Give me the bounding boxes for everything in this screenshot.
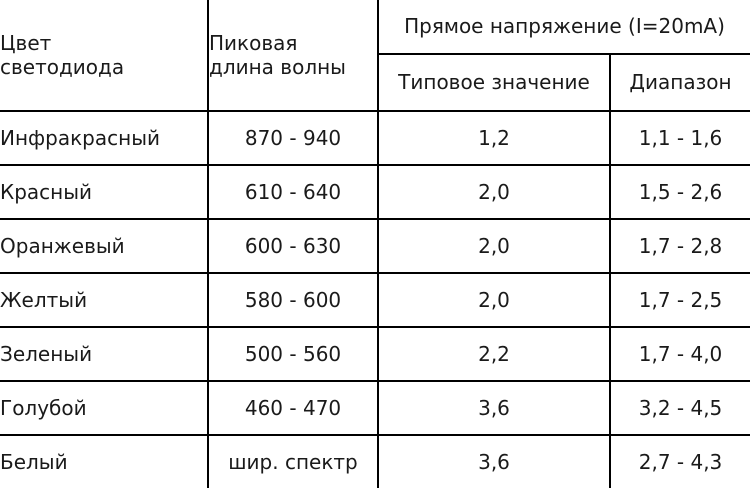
header-color-line1: Цвет [0,31,52,55]
table-row: Желтый 580 - 600 2,0 1,7 - 2,5 [0,272,750,328]
cell-typical: 2,0 [377,218,611,274]
cell-color: Оранжевый [0,218,209,274]
cell-wavelength: 580 - 600 [207,272,379,328]
cell-typical: 3,6 [377,434,611,488]
cell-range: 3,2 - 4,5 [608,380,750,436]
cell-typical: 1,2 [377,110,611,166]
header-row-sub: Типовое значение Диапазон [0,52,750,113]
table-row: Белый шир. спектр 3,6 2,7 - 4,3 [0,434,750,488]
cell-range: 1,5 - 2,6 [608,164,750,220]
cell-wavelength: 610 - 640 [207,164,379,220]
cell-range: 1,1 - 1,6 [608,110,750,166]
cell-typical: 2,0 [377,164,611,220]
header-wave-line2: длина волны [209,55,346,79]
table-row: Оранжевый 600 - 630 2,0 1,7 - 2,8 [0,218,750,274]
header-typical: Типовое значение [378,52,611,113]
table-row: Зеленый 500 - 560 2,2 1,7 - 4,0 [0,326,750,382]
cell-color: Голубой [0,380,209,436]
cell-wavelength: 870 - 940 [207,110,379,166]
header-color-line2: светодиода [0,55,125,79]
table-row: Красный 610 - 640 2,0 1,5 - 2,6 [0,164,750,220]
cell-color: Желтый [0,272,209,328]
cell-typical: 3,6 [377,380,611,436]
cell-typical: 2,2 [377,326,611,382]
cell-range: 1,7 - 2,5 [608,272,750,328]
cell-wavelength: 500 - 560 [207,326,379,382]
cell-color: Белый [0,434,209,488]
cell-range: 1,7 - 2,8 [608,218,750,274]
header-color: Цвет светодиода [0,0,209,112]
cell-typical: 2,0 [377,272,611,328]
table-row: Голубой 460 - 470 3,6 3,2 - 4,5 [0,380,750,436]
header-wavelength: Пиковая длина волны [207,0,379,112]
cell-color: Красный [0,164,209,220]
cell-color: Зеленый [0,326,209,382]
cell-wavelength: 600 - 630 [207,218,379,274]
cell-color: Инфракрасный [0,110,209,166]
header-row-top: Цвет светодиода Пиковая длина волны Прям… [0,0,750,112]
header-forward-voltage: Прямое напряжение (I=20mA) [376,0,750,55]
cell-range: 2,7 - 4,3 [608,434,750,488]
cell-range: 1,7 - 4,0 [608,326,750,382]
table-row: Инфракрасный 870 - 940 1,2 1,1 - 1,6 [0,110,750,166]
cell-wavelength: 460 - 470 [207,380,379,436]
header-range: Диапазон [608,52,750,113]
header-wave-line1: Пиковая [209,31,298,55]
cell-wavelength: шир. спектр [207,434,379,488]
